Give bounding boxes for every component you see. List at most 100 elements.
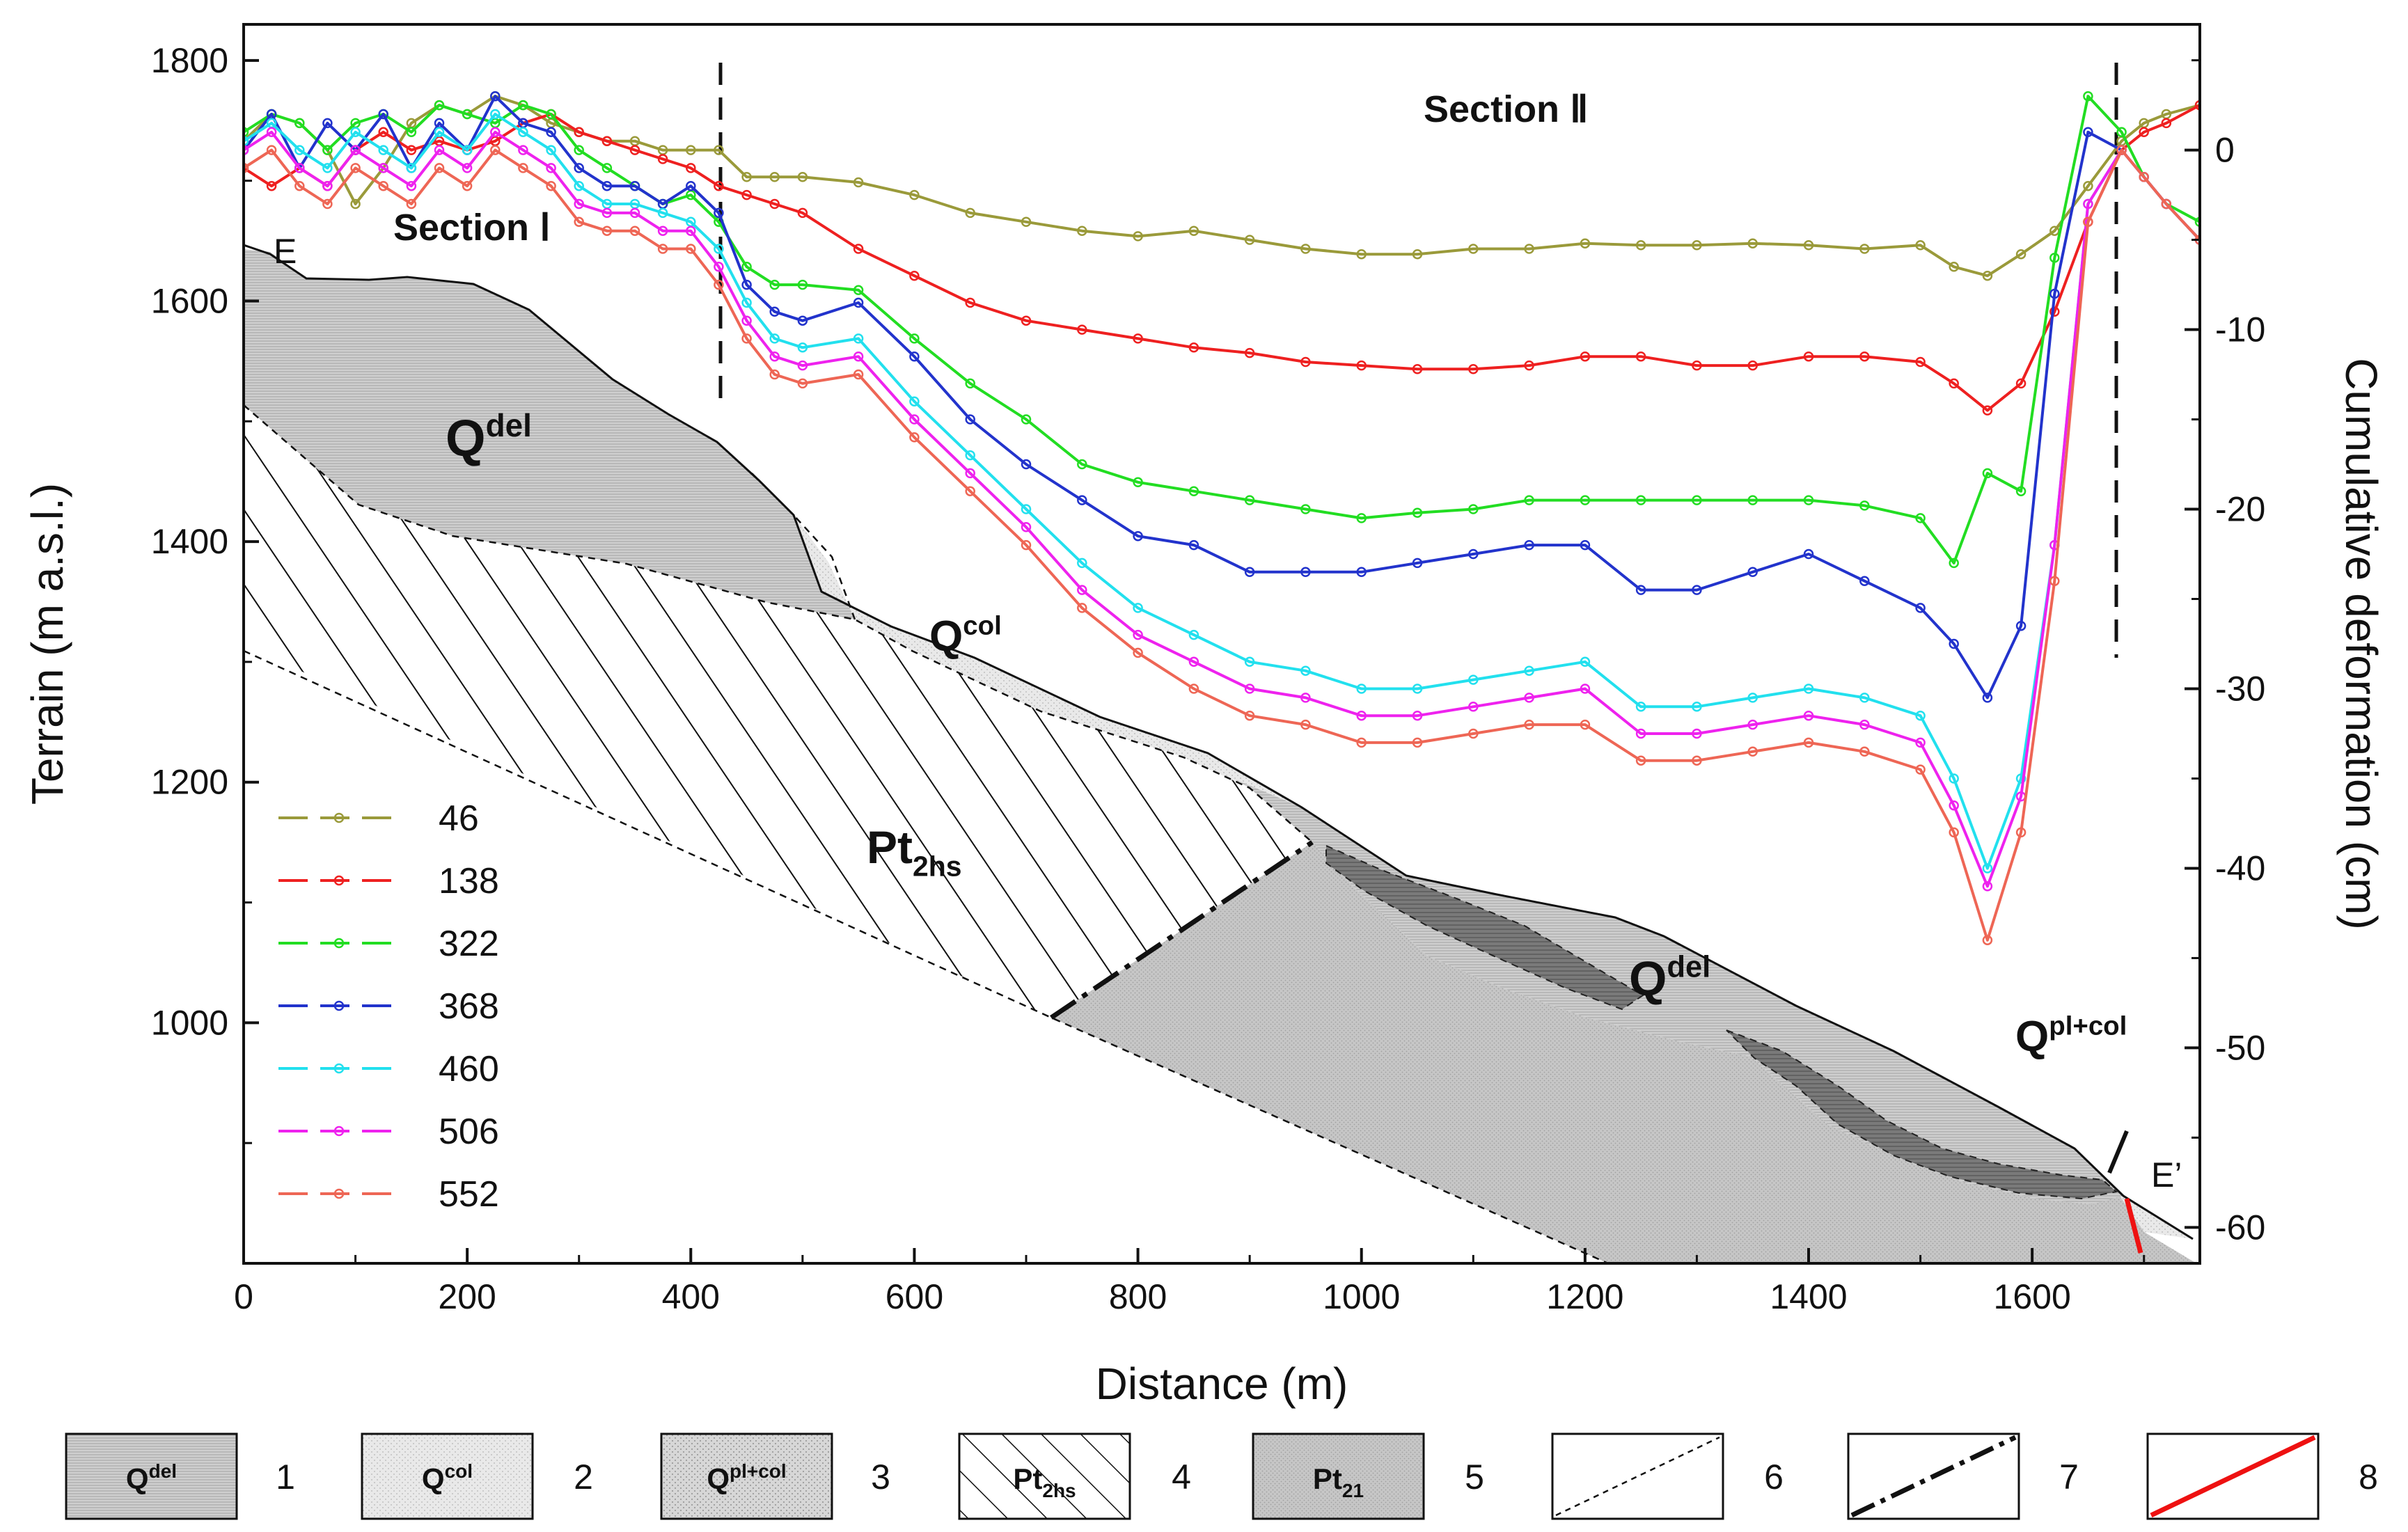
series-point <box>629 180 640 191</box>
series-point <box>2083 198 2093 210</box>
unit-label: Qpl+col <box>2015 1011 2127 1061</box>
series-point <box>490 127 501 138</box>
fault-line <box>1050 840 1314 1020</box>
series-point <box>2015 248 2027 260</box>
series-point <box>1077 558 1087 569</box>
key-item-7: 7 <box>1847 1432 2079 1520</box>
series-point <box>1747 238 1758 248</box>
series-point <box>629 226 640 236</box>
series-point <box>2049 288 2060 299</box>
legend-label: 552 <box>439 1174 499 1215</box>
series-point <box>574 145 584 155</box>
series-point <box>1692 585 1702 595</box>
series-point <box>1356 684 1367 694</box>
series-point <box>244 163 249 173</box>
series-point <box>322 198 333 210</box>
key-dashed-line <box>1555 1436 1720 1517</box>
key-swatch <box>958 1432 1131 1520</box>
section-1-label: Section Ⅰ <box>393 207 551 248</box>
series-point <box>1021 539 1032 551</box>
series-point <box>244 145 249 155</box>
series-point <box>1982 270 1993 281</box>
series-point <box>1803 684 1814 694</box>
series-point <box>741 297 752 308</box>
series-point <box>1412 248 1423 260</box>
series-point <box>1133 647 1143 658</box>
unit-label: Qdel <box>446 407 532 467</box>
key-item-4: Pt2hs 4 <box>958 1432 1191 1520</box>
series-point <box>2116 145 2127 155</box>
series-point <box>2083 180 2093 191</box>
series-line <box>244 95 2200 700</box>
key-number: 2 <box>574 1458 593 1497</box>
series-point <box>1747 746 1758 757</box>
series-point <box>546 180 556 191</box>
series-point <box>1468 674 1479 685</box>
series-point <box>1356 248 1367 260</box>
series-point <box>1635 585 1646 595</box>
series-point <box>350 163 361 173</box>
y-right-tick-label: -30 <box>2215 669 2265 708</box>
series-point <box>601 180 613 191</box>
series-line <box>244 113 2200 870</box>
end-marker-line <box>2107 1130 2129 1174</box>
series-point <box>1300 504 1311 514</box>
series-point <box>1412 737 1423 748</box>
series-point <box>1803 351 1814 362</box>
series-point <box>1188 684 1199 694</box>
series-point <box>629 145 640 155</box>
series-point <box>1803 548 1814 560</box>
key-swatch <box>1551 1432 1724 1520</box>
series-point <box>1580 495 1591 505</box>
y-left-tick-label: 1600 <box>151 281 228 320</box>
series-point <box>266 127 277 138</box>
key-swatch <box>1252 1432 1425 1520</box>
series-point <box>1021 522 1032 532</box>
series-point <box>1300 665 1311 676</box>
series-line <box>244 95 2200 278</box>
series-point <box>322 163 333 173</box>
series-point <box>909 270 920 281</box>
series-point <box>2161 198 2172 210</box>
series-point <box>266 180 277 191</box>
series-point <box>2049 576 2060 586</box>
series-point <box>1635 728 1646 739</box>
series-point <box>2194 216 2200 228</box>
series-point <box>1982 863 1993 874</box>
series-point <box>1356 737 1367 748</box>
series-point <box>1077 603 1087 613</box>
key-swatch <box>361 1432 534 1520</box>
series-point <box>1949 378 1959 389</box>
key-box-label: Pt21 <box>1313 1462 1364 1501</box>
x-tick-label: 600 <box>886 1277 943 1316</box>
series-point <box>1412 507 1423 518</box>
series-line <box>244 130 2200 888</box>
series-point <box>546 163 556 173</box>
series-point <box>1580 351 1591 362</box>
series-point <box>965 378 975 389</box>
x-tick-label: 1200 <box>1546 1277 1623 1316</box>
series-point <box>1412 558 1423 569</box>
series-point <box>350 145 361 155</box>
series-point <box>2015 827 2027 838</box>
series-point <box>853 333 864 344</box>
series-point <box>1244 656 1255 668</box>
legend-label: 322 <box>439 924 499 964</box>
series-line <box>244 148 2200 942</box>
series-point <box>714 262 724 272</box>
series-point <box>574 198 584 210</box>
series-point <box>2049 253 2060 263</box>
series-point <box>1524 539 1534 551</box>
x-tick-label: 0 <box>234 1277 253 1316</box>
key-item-1: Qdel 1 <box>65 1432 295 1520</box>
series-point <box>244 127 249 138</box>
x-tick-label: 800 <box>1109 1277 1167 1316</box>
series-point <box>1580 539 1591 551</box>
series-point <box>965 486 975 496</box>
series-point <box>657 154 668 164</box>
series-point <box>1949 827 1959 838</box>
series-point <box>657 226 668 236</box>
series-point <box>686 180 696 191</box>
series-point <box>1859 746 1870 757</box>
series-point <box>657 207 668 219</box>
